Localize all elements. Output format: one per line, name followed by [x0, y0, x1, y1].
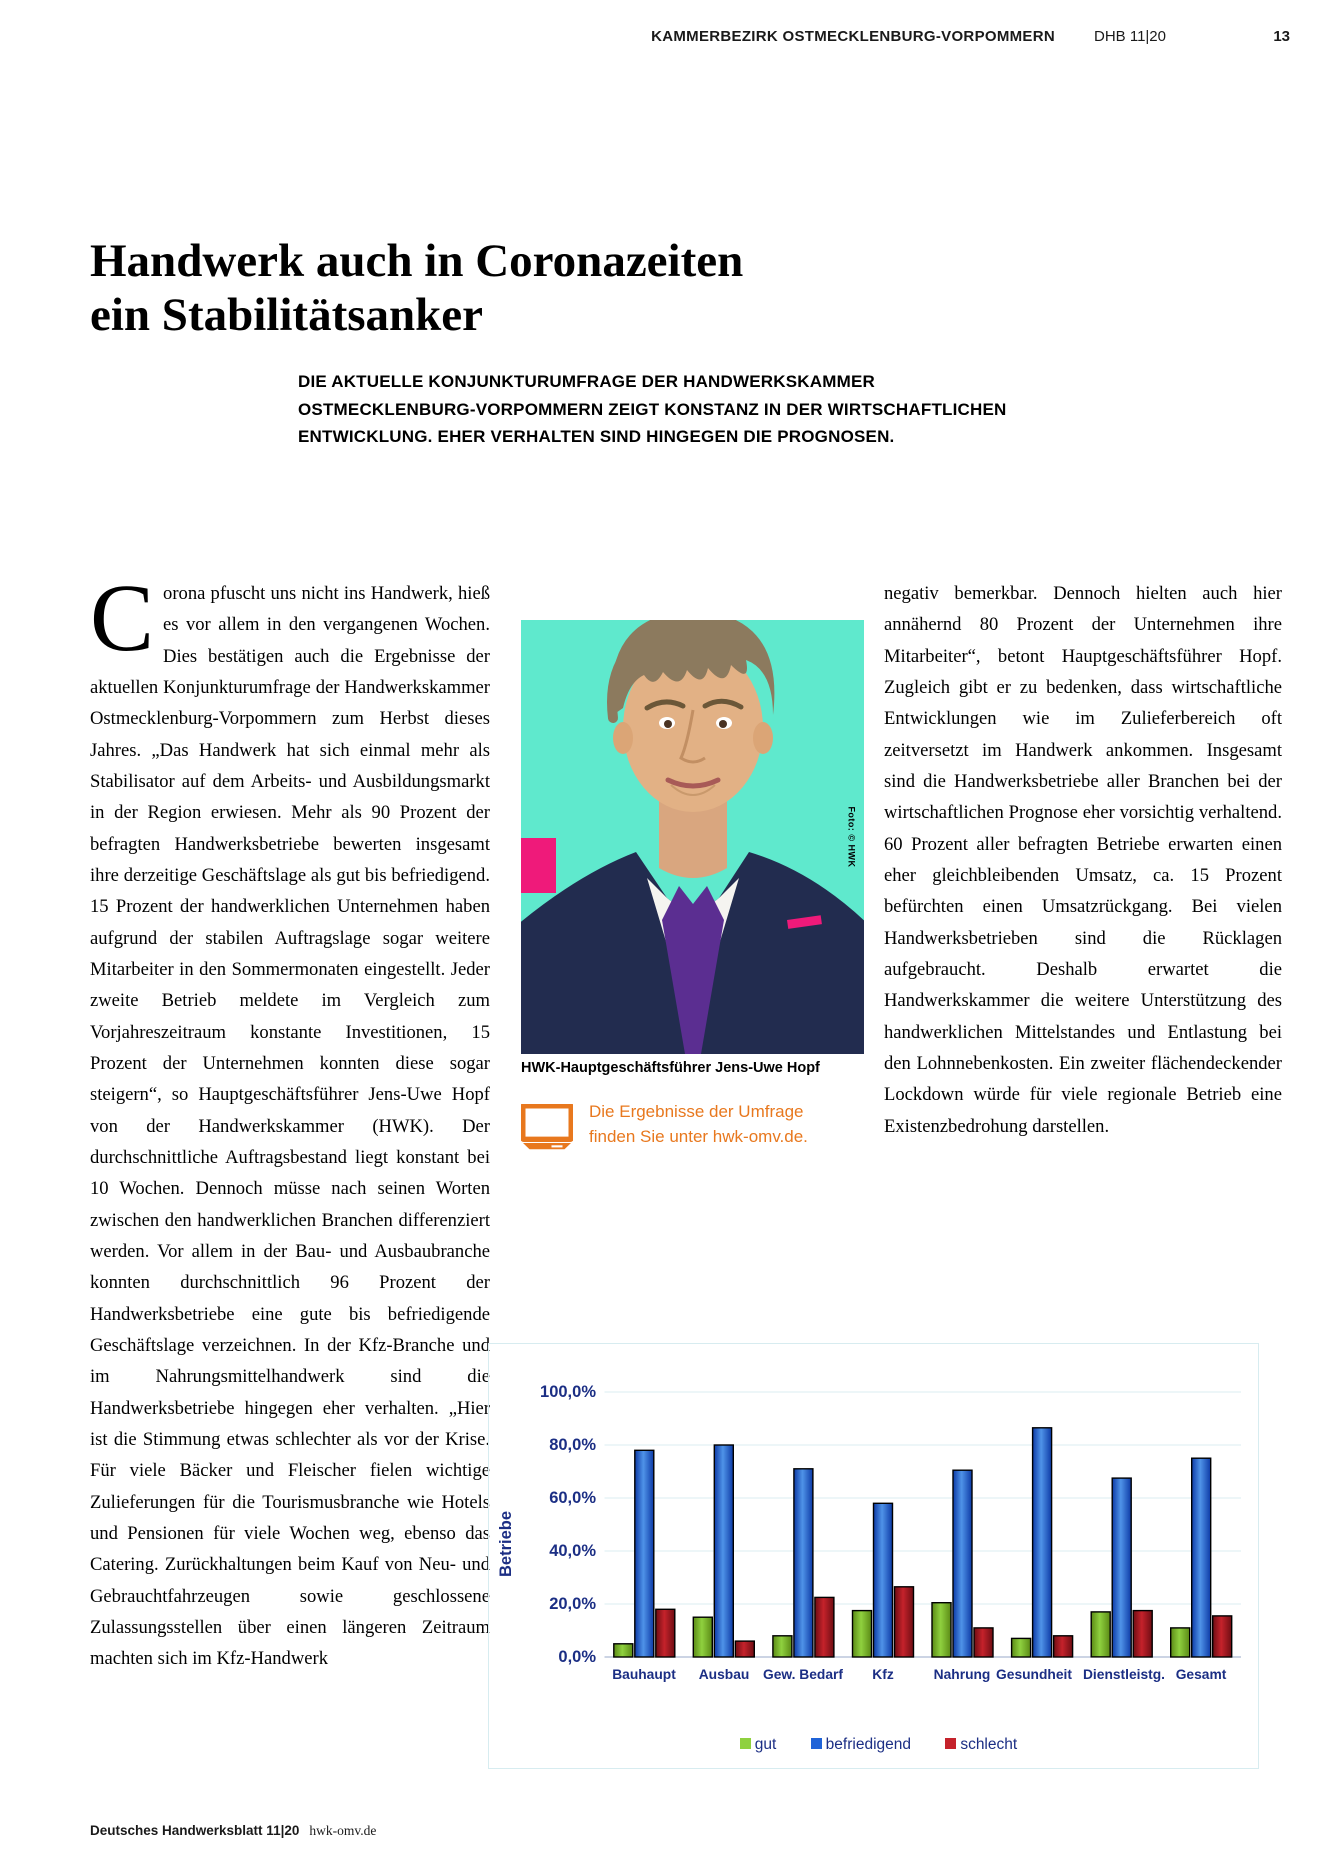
svg-text:40,0%: 40,0% [549, 1542, 596, 1560]
svg-text:Dienstleistg.: Dienstleistg. [1083, 1667, 1165, 1682]
svg-text:Bauhaupt: Bauhaupt [612, 1667, 676, 1682]
svg-text:Kfz: Kfz [872, 1667, 894, 1682]
svg-text:Nahrung: Nahrung [934, 1667, 991, 1682]
svg-text:Gesamt: Gesamt [1176, 1667, 1227, 1682]
svg-text:100,0%: 100,0% [540, 1383, 596, 1401]
svg-text:Gesundheit: Gesundheit [996, 1667, 1072, 1682]
svg-text:0,0%: 0,0% [558, 1648, 596, 1666]
svg-text:20,0%: 20,0% [549, 1595, 596, 1613]
svg-text:60,0%: 60,0% [549, 1489, 596, 1507]
svg-text:Betriebe: Betriebe [497, 1511, 515, 1577]
svg-text:80,0%: 80,0% [549, 1436, 596, 1454]
svg-text:Ausbau: Ausbau [699, 1667, 750, 1682]
svg-text:Gew. Bedarf: Gew. Bedarf [763, 1667, 843, 1682]
